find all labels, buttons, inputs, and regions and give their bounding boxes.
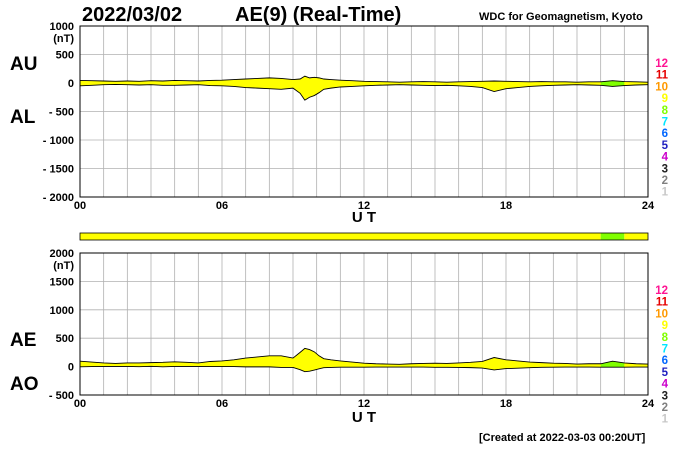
station-count-label: 3 [662, 390, 668, 402]
y-tick-label: 500 [56, 333, 74, 345]
series-label-ae: AE [10, 330, 36, 351]
series-label-ao: AO [10, 374, 39, 395]
station-count-label: 2 [662, 402, 668, 414]
y-tick-label: - 2000 [43, 192, 74, 204]
x-tick-label: 24 [642, 200, 655, 212]
station-count-label: 8 [662, 105, 669, 117]
x-tick-label: 06 [216, 200, 228, 212]
x-axis-label: U T [352, 209, 376, 226]
series-line-al [79, 83, 649, 101]
x-tick-label: 18 [500, 200, 512, 212]
station-count-label: 9 [662, 320, 668, 332]
x-tick-label: 00 [74, 200, 86, 212]
y-tick-label: 2000 [50, 248, 74, 260]
chart-title: AE(9) (Real-Time) [235, 4, 402, 26]
station-count-label: 3 [662, 163, 668, 175]
station-count-label: 6 [662, 128, 668, 140]
station-count-label: 6 [662, 355, 668, 367]
station-count-label: 1 [662, 414, 669, 426]
y-tick-label: 1500 [50, 276, 74, 288]
station-count-label: 7 [662, 344, 668, 356]
station-count-label: 7 [662, 117, 668, 129]
station-count-label: 12 [655, 285, 668, 297]
chart-date: 2022/03/02 [82, 4, 183, 26]
y-tick-label: 1000 [50, 305, 74, 317]
station-count-label: 5 [662, 140, 669, 152]
y-tick-label: - 1000 [43, 135, 74, 147]
station-coverage-segment [600, 233, 625, 240]
y-tick-label: - 500 [49, 107, 74, 119]
y-tick-label: 500 [56, 50, 74, 62]
plot-frame [79, 25, 649, 198]
station-count-label: 11 [656, 70, 669, 82]
x-tick-label: 06 [216, 398, 228, 410]
x-tick-label: 00 [74, 398, 86, 410]
coverage-area-fill [600, 80, 625, 87]
y-tick-label: - 1500 [43, 164, 74, 176]
series-line-ae [79, 347, 649, 365]
plot-frame [79, 252, 649, 396]
station-count-label: 1 [662, 187, 669, 199]
x-tick-label: 12 [358, 200, 370, 212]
series-area-fill [80, 76, 648, 101]
x-axis-label: U T [352, 409, 376, 426]
station-count-label: 8 [662, 332, 669, 344]
x-tick-label: 24 [642, 398, 655, 410]
y-tick-label: 0 [68, 78, 74, 90]
y-unit-label: (nT) [53, 33, 74, 45]
y-tick-label: 0 [68, 362, 74, 374]
station-count-label: 12 [655, 58, 668, 70]
series-line-au [79, 75, 649, 83]
station-coverage-segment [624, 233, 648, 240]
station-coverage-bar [79, 232, 649, 241]
station-coverage-segment [80, 233, 601, 240]
y-tick-label: 1000 [50, 21, 74, 33]
x-tick-label: 12 [358, 398, 370, 410]
y-unit-label: (nT) [53, 260, 74, 272]
station-count-label: 2 [662, 175, 668, 187]
station-count-label: 10 [655, 308, 668, 320]
station-count-label: 5 [662, 367, 669, 379]
created-timestamp: [Created at 2022-03-03 00:20UT] [479, 432, 646, 444]
series-label-al: AL [10, 107, 36, 128]
station-count-label: 10 [655, 81, 668, 93]
station-count-label: 9 [662, 93, 668, 105]
x-tick-label: 18 [500, 398, 512, 410]
station-count-label: 11 [656, 297, 669, 309]
series-label-au: AU [10, 54, 37, 75]
y-tick-label: - 500 [49, 390, 74, 402]
data-source-credit: WDC for Geomagnetism, Kyoto [479, 11, 643, 23]
station-count-label: 4 [662, 379, 669, 391]
series-area-fill [80, 348, 648, 372]
station-count-label: 4 [662, 152, 669, 164]
series-line-ao [79, 365, 648, 373]
